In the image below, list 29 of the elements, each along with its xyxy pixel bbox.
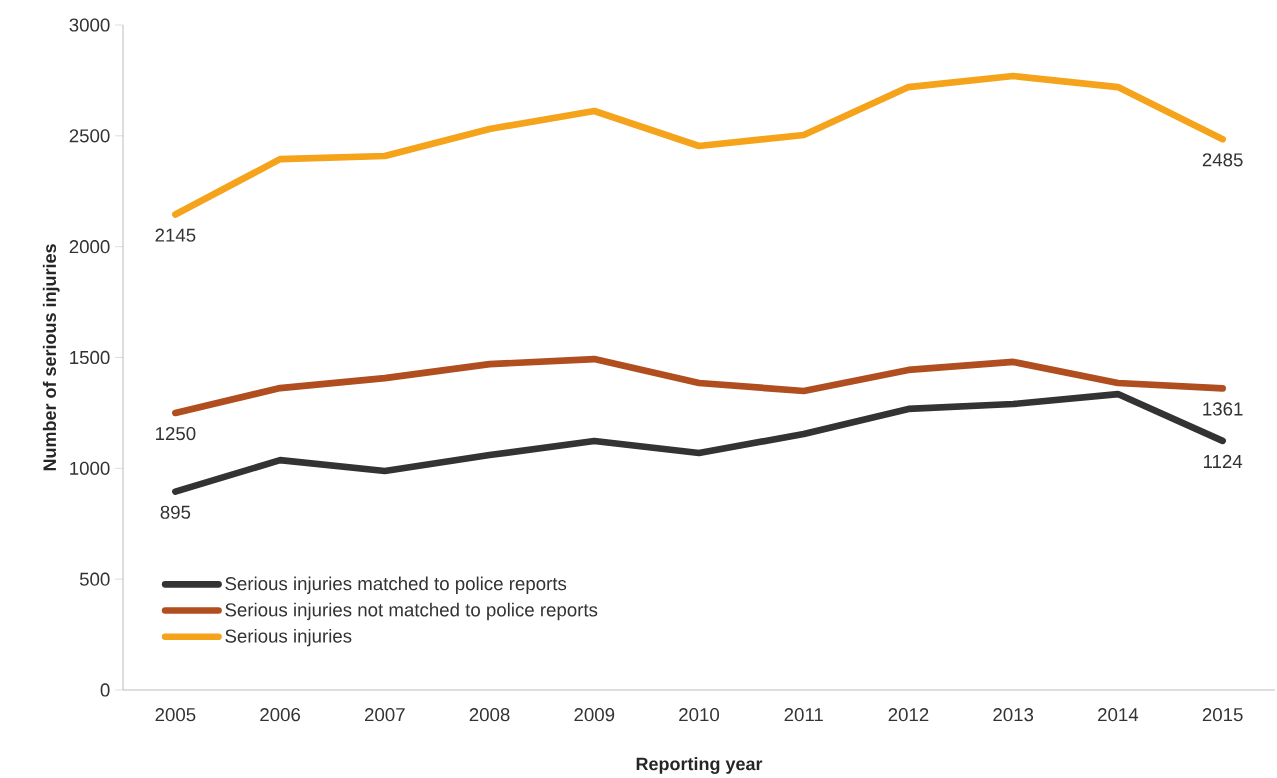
y-axis-title: Number of serious injuries (42, 244, 60, 471)
x-axis-title: Reporting year (636, 756, 763, 774)
y-tick-label: 2000 (69, 239, 110, 254)
x-tick-label: 2014 (1098, 707, 1139, 722)
y-tick-label: 2500 (69, 129, 110, 143)
legend-label: Serious injuries matched to police reports (225, 576, 567, 594)
data-label: 2485 (1202, 153, 1243, 167)
x-tick-label: 2005 (155, 707, 196, 722)
x-tick-label: 2008 (469, 707, 510, 722)
data-label: 1250 (156, 426, 196, 440)
y-tick-label: 3000 (69, 18, 110, 32)
data-label: 1361 (1203, 402, 1243, 416)
y-tick-label: 1500 (70, 350, 110, 364)
y-tick-label: 1000 (70, 461, 110, 475)
y-tick-label: 0 (100, 683, 110, 697)
x-tick-label: 2012 (888, 707, 929, 722)
x-tick-label: 2009 (574, 707, 615, 722)
data-label: 1124 (1203, 454, 1243, 468)
data-label: 895 (160, 505, 191, 519)
x-tick-label: 2007 (365, 707, 405, 722)
x-tick-label: 2013 (993, 707, 1034, 722)
x-tick-label: 2010 (679, 707, 720, 722)
legend-label: Serious injuries (225, 628, 352, 647)
x-tick-label: 2006 (260, 707, 301, 722)
y-tick-label: 500 (79, 572, 110, 586)
data-label: 2145 (155, 228, 196, 242)
legend-label: Serious injuries not matched to police reports (225, 602, 598, 620)
x-tick-label: 2011 (784, 707, 823, 722)
x-tick-label: 2015 (1202, 707, 1243, 722)
